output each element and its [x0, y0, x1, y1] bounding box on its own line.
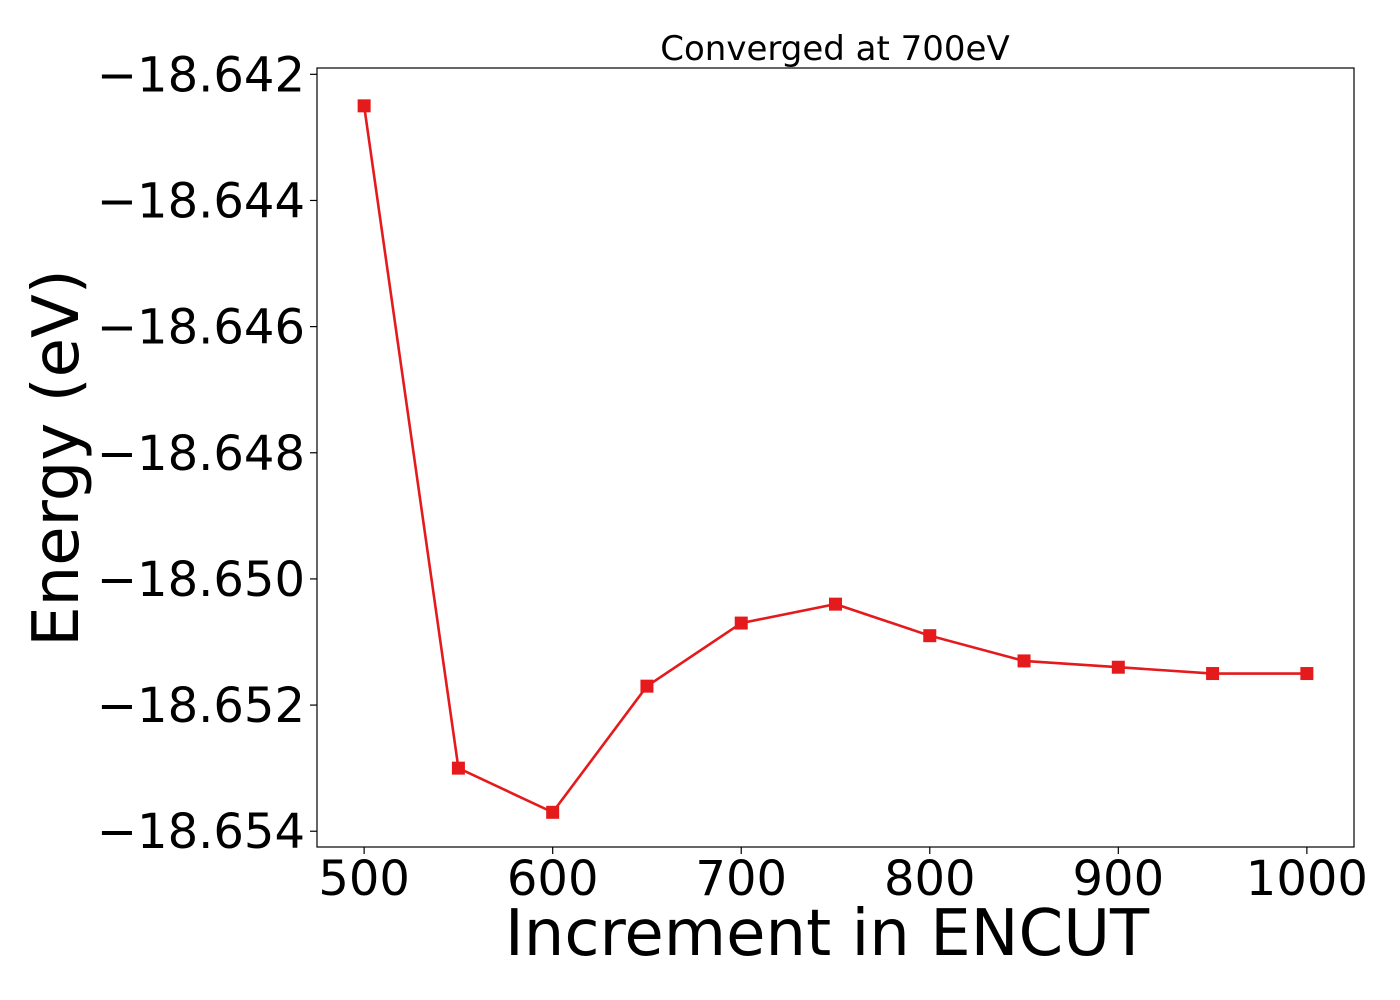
- y-tick-label: −18.644: [97, 173, 305, 229]
- x-axis-label: Increment in ENCUT: [505, 897, 1150, 971]
- y-axis: −18.642 −18.644 −18.646 −18.648 −18.650 −18.6…: [97, 47, 317, 860]
- data-point-marker: [546, 805, 560, 819]
- y-axis-label: Energy (eV): [20, 269, 94, 647]
- y-tick-label: −18.654: [97, 804, 305, 860]
- y-tick-label: −18.646: [97, 300, 305, 356]
- data-point-marker: [1017, 654, 1031, 668]
- data-point-marker: [1300, 667, 1314, 681]
- x-tick-label: 500: [318, 851, 410, 907]
- data-point-marker: [829, 597, 842, 611]
- x-tick-label: 600: [507, 851, 599, 907]
- chart-title: Converged at 700eV: [660, 29, 1009, 69]
- y-tick-label: −18.652: [97, 678, 305, 734]
- data-point-marker: [451, 761, 465, 775]
- data-point-marker: [923, 629, 937, 643]
- data-point-marker: [1111, 660, 1125, 674]
- data-point-marker: [734, 616, 748, 630]
- data-point-marker: [1206, 667, 1220, 681]
- series-layer: [357, 99, 1314, 819]
- plot-frame: [316, 67, 1355, 848]
- data-point-marker: [640, 679, 654, 693]
- data-point-marker: [357, 99, 371, 113]
- x-tick-label: 1000: [1246, 851, 1368, 907]
- x-axis: 500 600 700 800 900 1000: [318, 847, 1368, 907]
- y-tick-label: −18.642: [97, 47, 305, 103]
- x-tick-label: 800: [884, 851, 976, 907]
- x-tick-label: 700: [695, 851, 787, 907]
- y-tick-label: −18.650: [97, 552, 305, 608]
- x-tick-label: 900: [1073, 851, 1165, 907]
- y-tick-label: −18.648: [97, 426, 305, 482]
- series-line: [362, 105, 1307, 814]
